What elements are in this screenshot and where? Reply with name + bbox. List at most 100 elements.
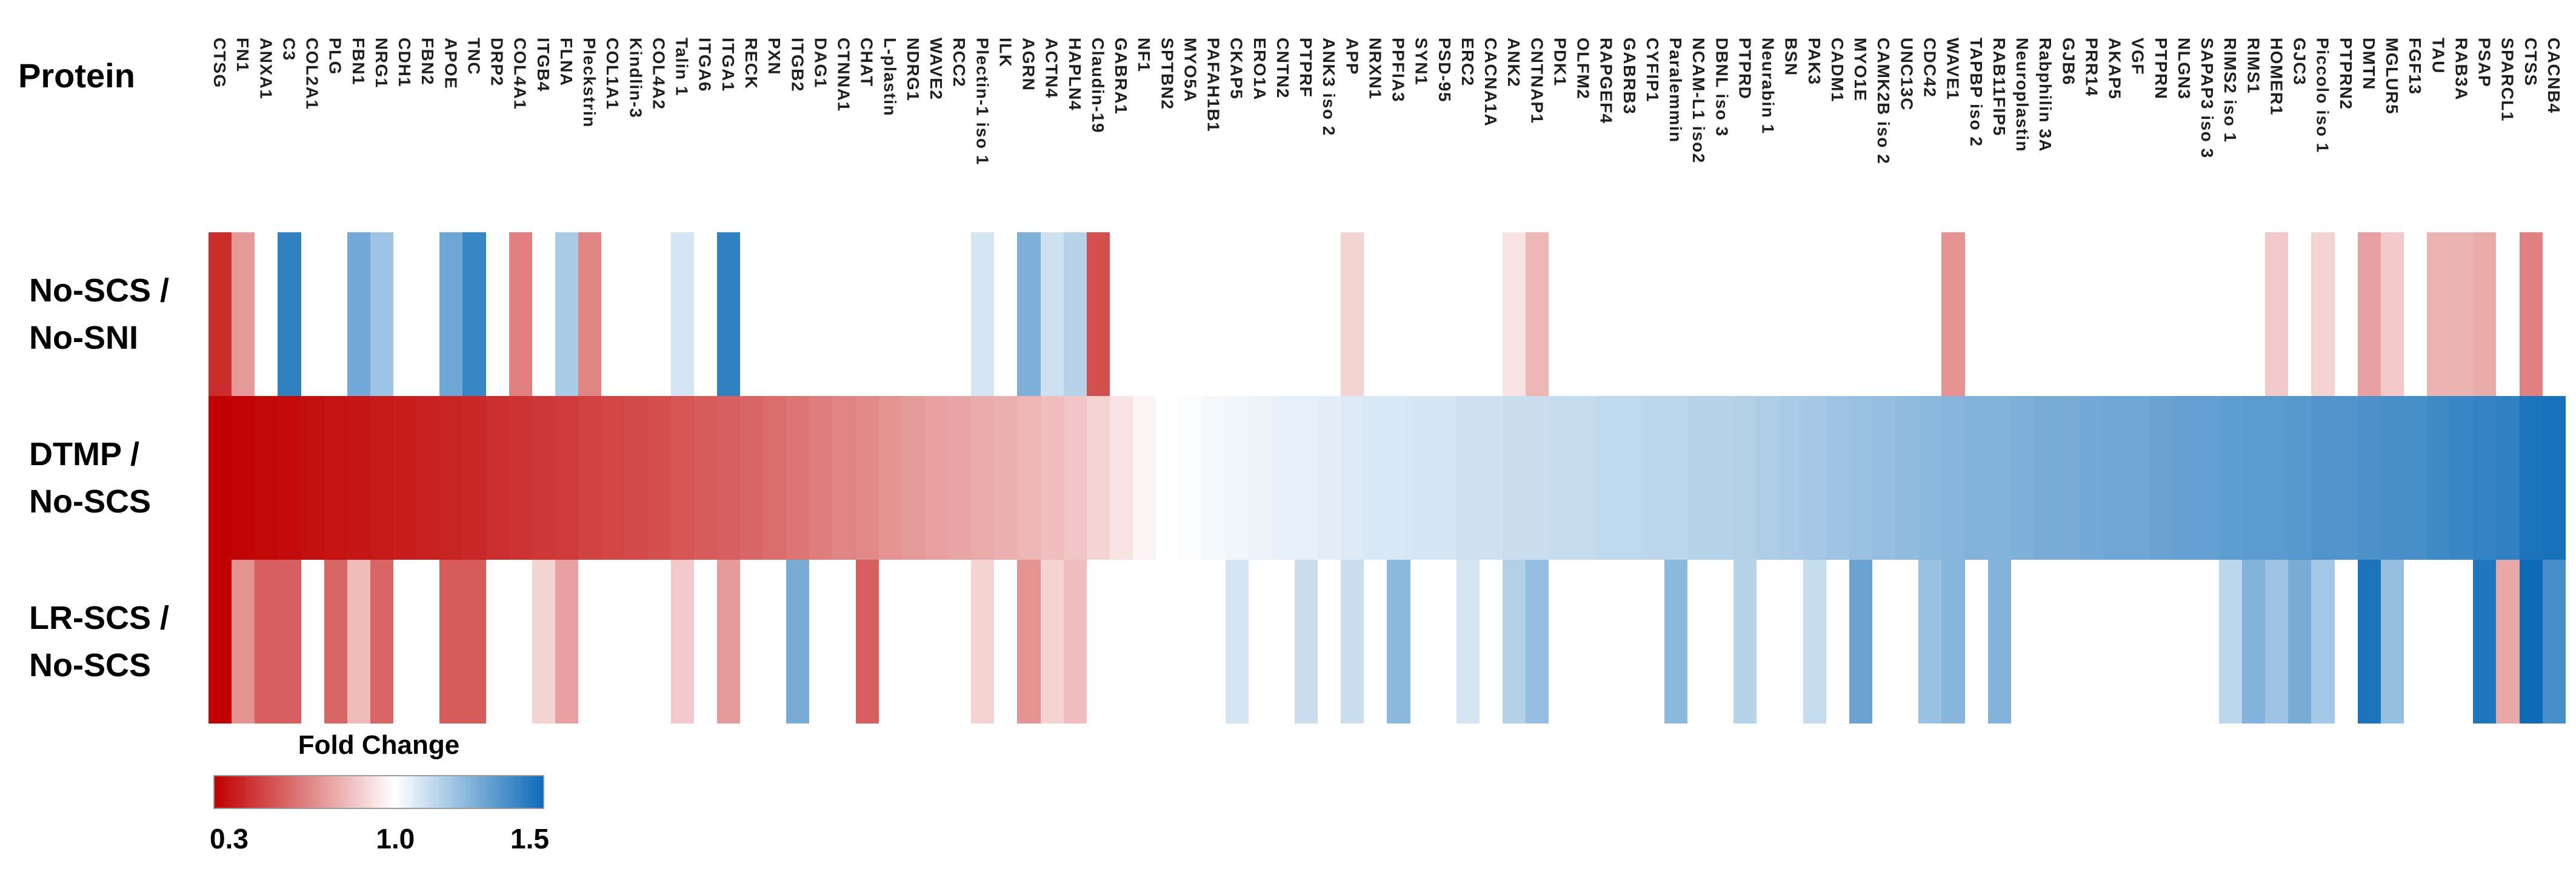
column-label: COL2A1 [302, 38, 322, 110]
heatmap-cell [2496, 396, 2520, 560]
column-label: DRP2 [487, 38, 507, 87]
heatmap-cell [1318, 560, 1341, 724]
heatmap-cell [1387, 560, 1410, 724]
heatmap-cell [509, 232, 532, 396]
heatmap-cell [1156, 232, 1180, 396]
heatmap-cell [878, 232, 902, 396]
heatmap-cell [1109, 396, 1133, 560]
heatmap-cell [1179, 396, 1203, 560]
column-label: CHAT [857, 38, 876, 87]
column-label: VGF [2128, 38, 2147, 76]
heatmap-cell [901, 396, 925, 560]
heatmap-cell [1987, 396, 2011, 560]
heatmap-cell [1964, 232, 1988, 396]
heatmap-cell [1664, 560, 1687, 724]
heatmap-cell [716, 560, 740, 724]
heatmap-cell [2542, 232, 2566, 396]
heatmap-cell [1803, 560, 1826, 724]
heatmap-cell [2034, 396, 2057, 560]
heatmap-cell [2034, 232, 2057, 396]
column-label: GABRB3 [1620, 38, 1639, 115]
column-label: PTPRD [1735, 38, 1755, 100]
heatmap-cell [994, 560, 1018, 724]
heatmap-cell [2473, 396, 2497, 560]
heatmap-cell [1780, 232, 1803, 396]
heatmap-cell [2542, 396, 2566, 560]
column-label: Neuroplastin [2013, 38, 2032, 153]
heatmap-cell [2380, 232, 2404, 396]
heatmap-cell [1733, 560, 1757, 724]
column-label: ANK2 [1504, 38, 1524, 88]
heatmap-cell [2242, 560, 2266, 724]
column-label: FGF13 [2406, 38, 2425, 95]
heatmap-cell [2195, 232, 2219, 396]
heatmap-cell [509, 396, 532, 560]
heatmap-cell [2334, 232, 2358, 396]
heatmap-cell [1780, 396, 1803, 560]
heatmap-cell [2265, 396, 2289, 560]
heatmap-cell [693, 396, 717, 560]
colorbar-tick-max: 1.5 [510, 823, 549, 854]
heatmap-cell [301, 232, 324, 396]
column-label: SYN1 [1412, 38, 1431, 86]
column-label: Claudin-19 [1088, 38, 1107, 134]
heatmap-cell [1294, 560, 1318, 724]
heatmap-cell [1572, 232, 1595, 396]
column-label: RIMS2 iso 1 [2221, 38, 2240, 143]
column-label: PLG [325, 38, 345, 76]
heatmap-cell [809, 396, 833, 560]
column-label: OLFM2 [1573, 38, 1593, 100]
heatmap-cell [1964, 560, 1988, 724]
heatmap-cell [2126, 232, 2150, 396]
heatmap-cell [809, 232, 833, 396]
column-label: NRXN1 [1366, 38, 1385, 100]
heatmap-cell [1318, 396, 1341, 560]
heatmap-cell [2172, 560, 2196, 724]
column-label: TAU [2429, 38, 2448, 74]
column-label: COL1A1 [603, 38, 622, 110]
column-label: MGLUR5 [2383, 38, 2402, 115]
heatmap-cell [2149, 396, 2173, 560]
row-label-line: No-SCS / [29, 272, 170, 309]
column-label: Rabphilin 3A [2036, 38, 2055, 153]
heatmap-cell [1225, 560, 1249, 724]
heatmap-cell [486, 232, 509, 396]
column-label: ITGA1 [718, 38, 738, 92]
heatmap-cell [670, 232, 694, 396]
column-label: DAG1 [811, 38, 830, 89]
heatmap-cell [994, 396, 1018, 560]
heatmap-cell [971, 232, 995, 396]
heatmap-cell [1133, 232, 1156, 396]
heatmap-cell [1549, 396, 1572, 560]
heatmap-cell [2311, 560, 2335, 724]
heatmap-cell [1918, 560, 1942, 724]
colorbar-title: Fold Change [298, 730, 460, 760]
heatmap-cell [1387, 396, 1410, 560]
column-label: CDH1 [395, 38, 415, 88]
heatmap-cell [2519, 232, 2543, 396]
heatmap-cell [232, 396, 255, 560]
heatmap-cell [232, 560, 255, 724]
heatmap-cell [693, 232, 717, 396]
heatmap-cell [2357, 232, 2381, 396]
column-label: SPTBN2 [1158, 38, 1177, 110]
heatmap-cell [832, 560, 856, 724]
heatmap-cell [901, 560, 925, 724]
heatmap-cell [1040, 232, 1064, 396]
column-label: CTNNA1 [834, 38, 853, 112]
heatmap [209, 232, 2566, 724]
heatmap-cell [278, 396, 301, 560]
heatmap-cell [1063, 396, 1087, 560]
heatmap-cell [647, 560, 671, 724]
column-label: CNTNAP1 [1527, 38, 1547, 124]
column-label: TAPBP iso 2 [1966, 38, 1986, 147]
heatmap-cell [1618, 232, 1641, 396]
heatmap-cell [1780, 560, 1803, 724]
heatmap-cell [855, 560, 879, 724]
heatmap-cell [1941, 232, 1965, 396]
heatmap-cell [2103, 396, 2127, 560]
heatmap-cell [1549, 560, 1572, 724]
column-label: Pleckstrin [580, 38, 599, 128]
column-label: BSN [1781, 38, 1801, 76]
heatmap-cell [1641, 560, 1664, 724]
